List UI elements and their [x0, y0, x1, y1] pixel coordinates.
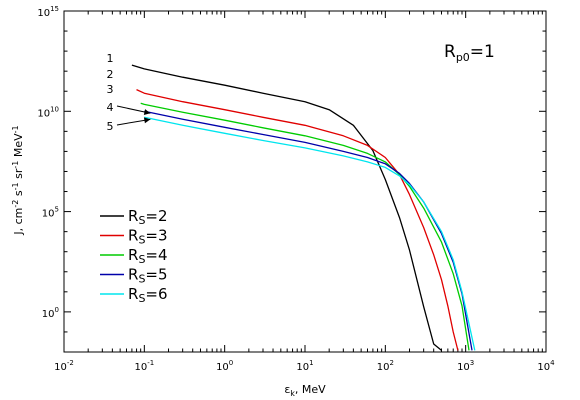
x-tick-label: 100 [216, 359, 233, 373]
axis-tick-labels: 10-2 10-1 100 101 102 103 104 100 105 1010 1015 [37, 5, 555, 373]
x-tick-label: 10-1 [134, 359, 154, 373]
curve-label-arrowhead [143, 109, 151, 115]
y-tick-label: 100 [42, 306, 59, 320]
legend-label: RS=4 [128, 246, 168, 266]
y-tick-label: 105 [42, 206, 59, 220]
y-axis-title: J, cm-2 s-1 sr-1 MeV-1 [11, 125, 25, 235]
curve-number-label: 4 [107, 101, 114, 114]
series-line [144, 116, 476, 351]
y-tick-label: 1010 [37, 105, 59, 119]
x-tick-label: 101 [296, 359, 313, 373]
parameter-annotation: Rp0=1 [444, 42, 495, 64]
series-line [136, 89, 459, 351]
curve-number-label: 5 [107, 120, 114, 133]
curve-label-arrowhead [143, 117, 151, 124]
series-line [140, 102, 470, 351]
curve-number-label: 3 [107, 83, 114, 96]
series-line [131, 64, 442, 351]
x-tick-label: 10-2 [54, 359, 74, 373]
x-tick-label: 102 [377, 359, 394, 373]
axis-ticks [63, 10, 547, 353]
x-axis-title: εk, MeV [284, 383, 326, 398]
curve-number-labels: 1 2 3 4 5 [107, 52, 151, 133]
curve-number-label: 1 [107, 52, 114, 65]
x-tick-label: 103 [457, 359, 474, 373]
legend-label: RS=3 [128, 227, 168, 247]
legend-label: RS=2 [128, 207, 168, 227]
series-line [144, 110, 473, 351]
legend-label: RS=6 [128, 285, 168, 305]
legend: RS=2RS=3RS=4RS=5RS=6 [100, 207, 168, 305]
x-tick-label: 104 [537, 359, 555, 373]
y-tick-label: 1015 [37, 5, 59, 19]
legend-label: RS=5 [128, 266, 168, 286]
curve-number-label: 2 [107, 68, 114, 81]
series-curves [131, 64, 476, 351]
